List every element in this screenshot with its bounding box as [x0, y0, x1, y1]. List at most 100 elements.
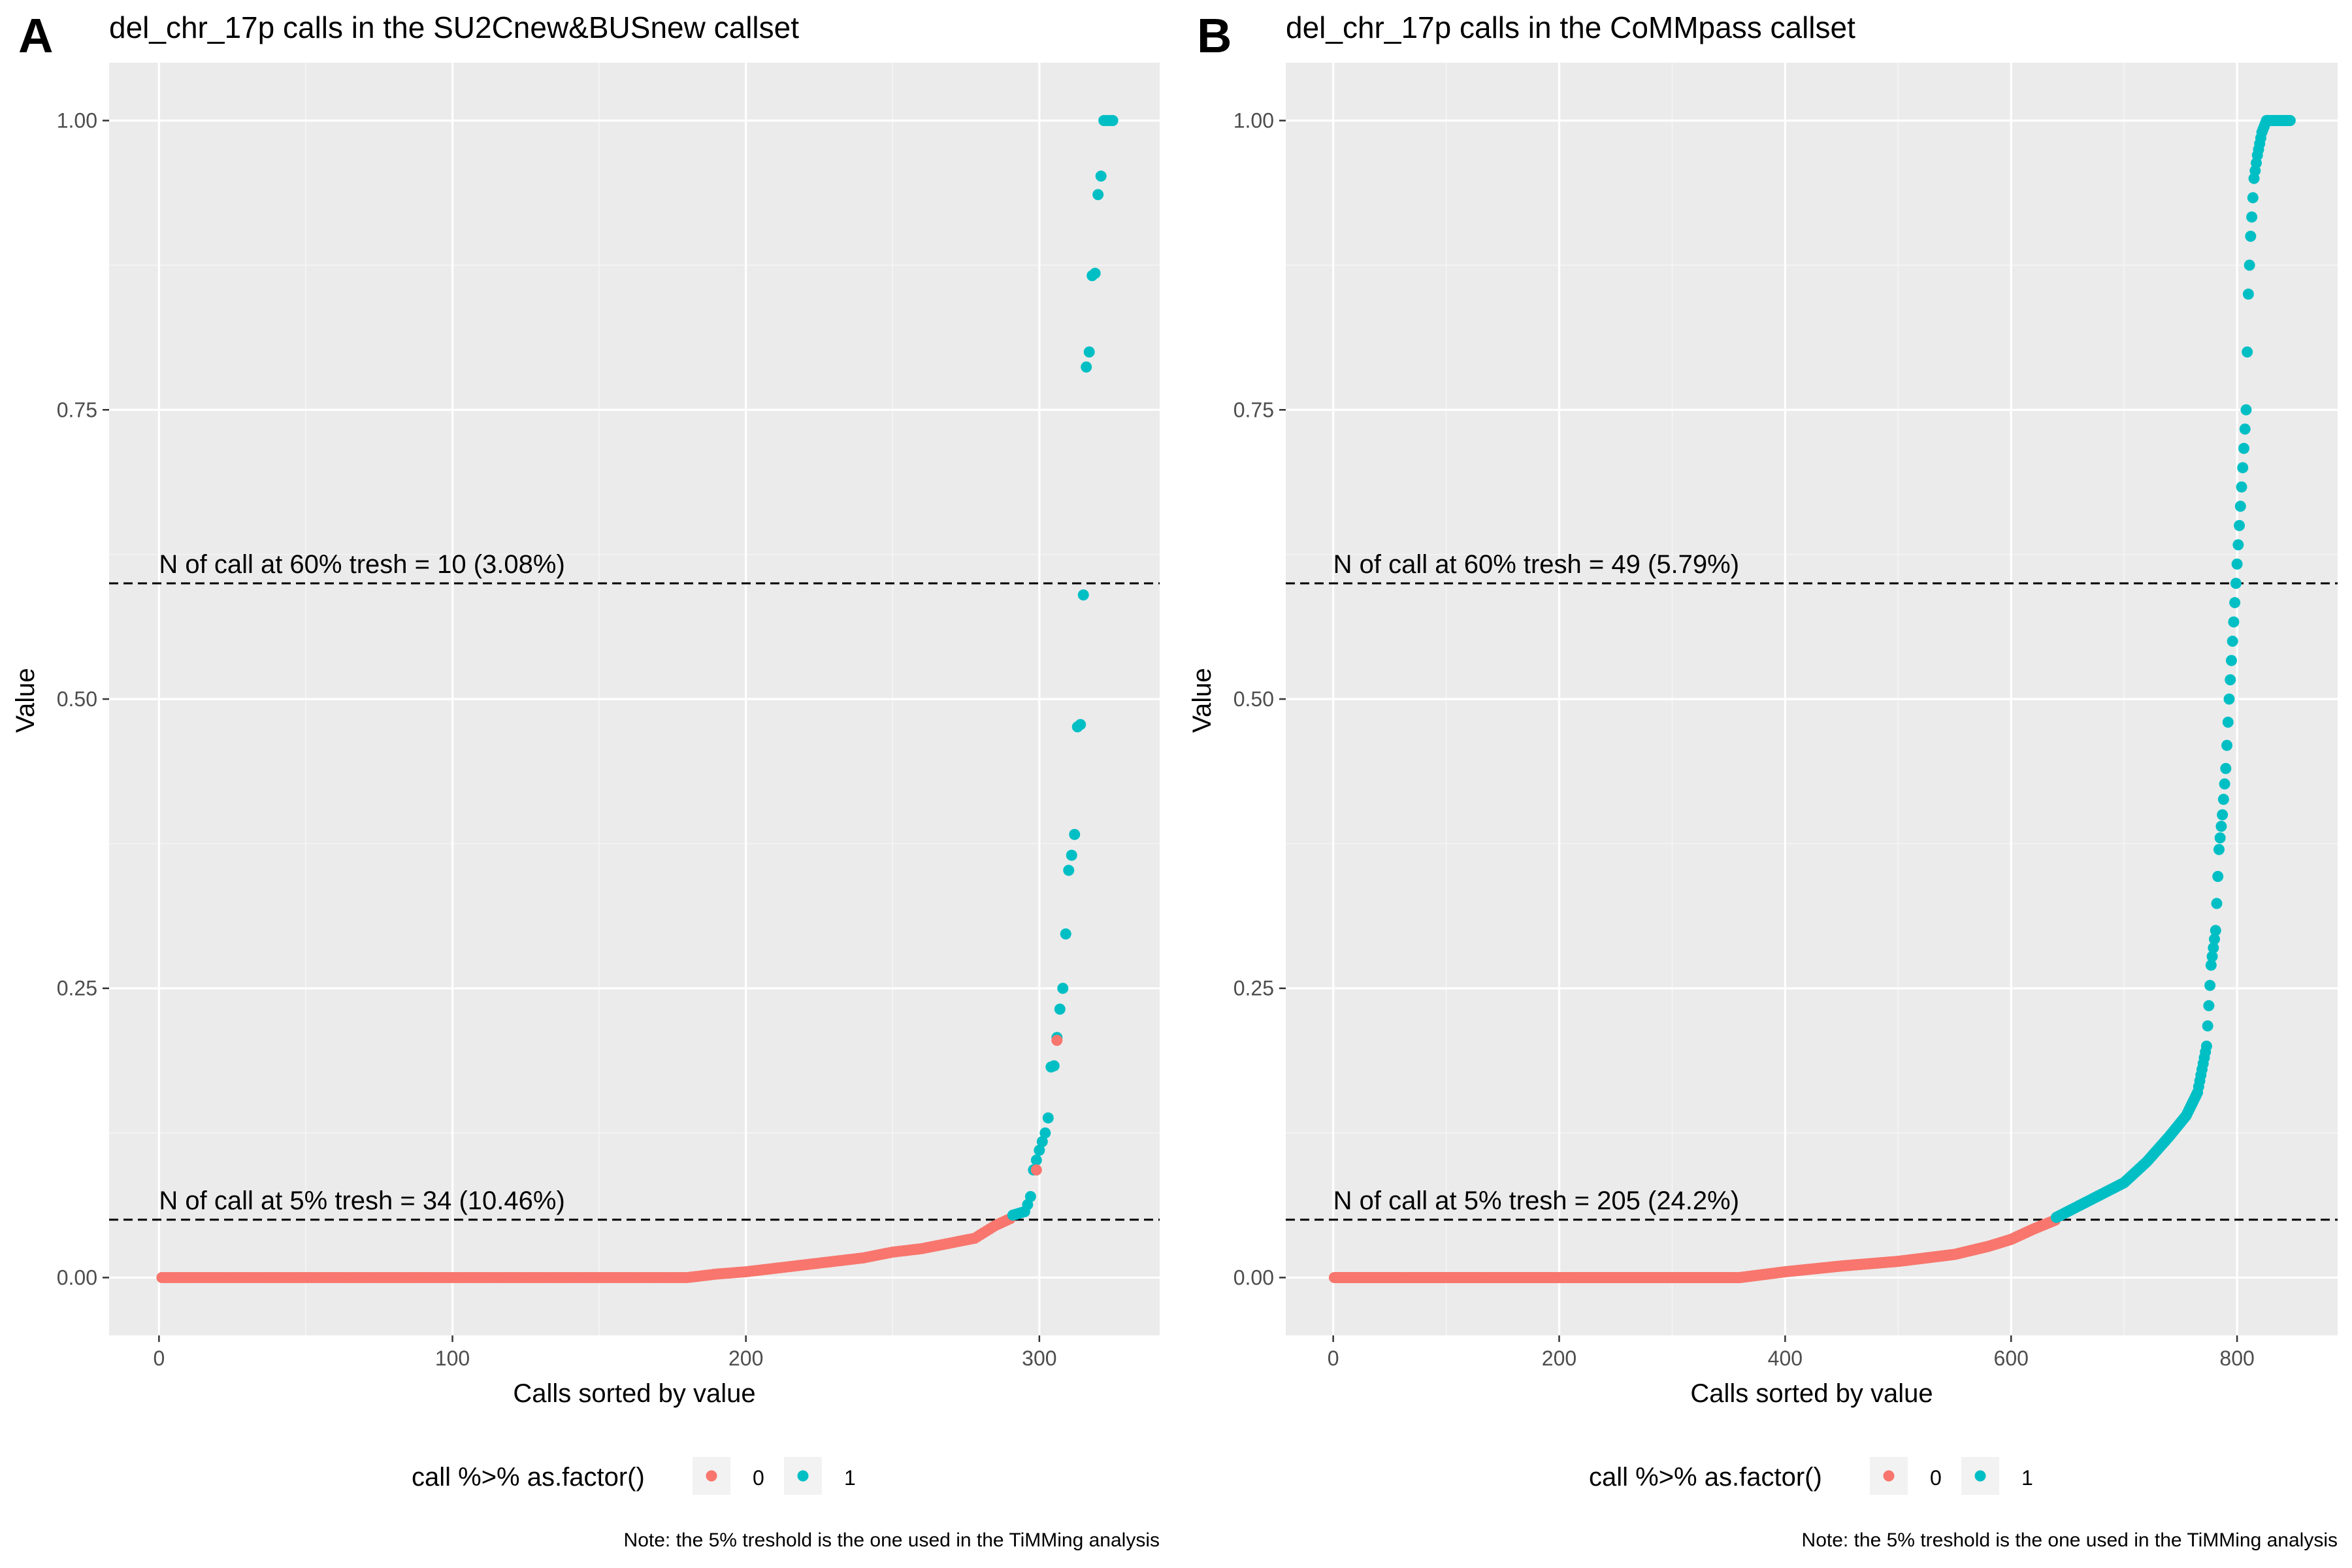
y-tick-label: 0.75 — [1233, 398, 1274, 421]
data-point-1 — [1083, 346, 1095, 358]
data-point-1 — [2215, 821, 2227, 832]
x-ticks-b: 0 200 400 600 800 — [1328, 1335, 2255, 1370]
legend-a: call %>% as.factor() 0 1 — [412, 1457, 856, 1495]
data-point-1 — [1092, 189, 1104, 201]
data-point-1 — [2217, 793, 2229, 805]
data-point-1 — [2238, 442, 2249, 454]
plot-title-a: del_chr_17p calls in the SU2Cnew&BUSnew … — [109, 10, 799, 44]
data-point-1 — [2234, 519, 2246, 531]
data-point-1 — [2244, 259, 2255, 271]
data-point-1 — [1042, 1112, 1054, 1124]
panel-a: A del_chr_17p calls in the SU2Cnew&BUSne… — [11, 8, 1160, 1551]
data-point-1 — [1075, 719, 1086, 730]
y-axis-label-a: Value — [11, 668, 40, 732]
legend-title-a: call %>% as.factor() — [412, 1463, 645, 1492]
data-point-1 — [2232, 539, 2244, 551]
data-point-1 — [2200, 1040, 2212, 1052]
x-tick-label: 800 — [2219, 1347, 2254, 1370]
legend-key-0-b — [1883, 1470, 1895, 1482]
data-point-1 — [2205, 959, 2217, 971]
data-point-1 — [1030, 1154, 1042, 1166]
data-point-1 — [1066, 849, 1077, 861]
y-ticks-a: 0.00 0.25 0.50 0.75 1.00 — [57, 109, 109, 1289]
caption-a: Note: the 5% treshold is the one used in… — [624, 1529, 1160, 1551]
panel-letter-b: B — [1197, 8, 1232, 63]
data-point-1 — [2220, 762, 2232, 774]
legend-label-1-b: 1 — [2021, 1466, 2033, 1490]
x-axis-label-a: Calls sorted by value — [513, 1379, 755, 1408]
data-point-1 — [1034, 1145, 1045, 1156]
legend-key-1-b — [1974, 1470, 1986, 1482]
data-point-0 — [1051, 1034, 1063, 1046]
y-ticks-b: 0.00 0.25 0.50 0.75 1.00 — [1233, 109, 1286, 1289]
threshold-label: N of call at 60% tresh = 49 (5.79%) — [1333, 550, 1739, 579]
x-tick-label: 200 — [1542, 1347, 1576, 1370]
data-point-1 — [2219, 778, 2230, 790]
y-tick-label: 0.50 — [57, 687, 97, 711]
data-point-1 — [2203, 1000, 2215, 1011]
y-tick-label: 0.25 — [57, 977, 97, 1000]
data-point-1 — [2212, 871, 2224, 883]
grid-b — [1286, 63, 2338, 1335]
threshold-label: N of call at 5% tresh = 205 (24.2%) — [1333, 1186, 1739, 1215]
legend-label-0-a: 0 — [753, 1466, 764, 1490]
x-tick-label: 0 — [153, 1347, 165, 1370]
data-point-1 — [1048, 1060, 1060, 1071]
panel-b: B del_chr_17p calls in the CoMMpass call… — [1188, 8, 2338, 1551]
y-axis-label-b: Value — [1188, 668, 1217, 732]
data-point-1 — [2204, 979, 2216, 991]
data-point-1 — [2225, 674, 2236, 685]
data-point-1 — [2209, 933, 2221, 945]
legend-key-0-a — [706, 1470, 717, 1482]
data-point-1 — [2245, 231, 2257, 242]
data-point-1 — [1039, 1127, 1051, 1139]
points-a — [156, 115, 1119, 1283]
data-point-1 — [2247, 192, 2259, 204]
threshold-label: N of call at 60% tresh = 10 (3.08%) — [159, 550, 564, 579]
data-point-1 — [1057, 983, 1069, 994]
data-point-1 — [1077, 589, 1089, 601]
data-point-1 — [2231, 558, 2243, 570]
legend-key-1-a — [797, 1470, 809, 1482]
data-point-1 — [2222, 716, 2234, 728]
threshold-label: N of call at 5% tresh = 34 (10.46%) — [159, 1186, 564, 1215]
data-point-1 — [2217, 809, 2229, 821]
data-point-1 — [2239, 423, 2251, 435]
data-point-1 — [2284, 115, 2296, 127]
data-point-1 — [2234, 500, 2246, 512]
y-tick-label: 0.75 — [57, 398, 97, 421]
data-point-1 — [1060, 928, 1071, 939]
data-point-1 — [1063, 864, 1075, 876]
data-point-1 — [1081, 361, 1092, 373]
y-tick-label: 0.00 — [1233, 1266, 1274, 1289]
caption-b: Note: the 5% treshold is the one used in… — [1802, 1529, 2338, 1551]
legend-label-1-a: 1 — [844, 1466, 856, 1490]
data-point-1 — [1095, 171, 1107, 182]
legend-b: call %>% as.factor() 0 1 — [1589, 1457, 2033, 1495]
data-point-1 — [2236, 481, 2247, 493]
data-point-1 — [1036, 1135, 1048, 1147]
x-tick-label: 0 — [1328, 1347, 1339, 1370]
data-point-1 — [2237, 462, 2249, 474]
data-point-1 — [1089, 267, 1101, 279]
data-point-1 — [2208, 942, 2219, 954]
threshold-lines-b: N of call at 60% tresh = 49 (5.79%) N of … — [1286, 550, 2338, 1221]
x-axis-label-b: Calls sorted by value — [1690, 1379, 1933, 1408]
data-point-1 — [2240, 404, 2252, 416]
data-point-1 — [1024, 1190, 1036, 1202]
x-tick-label: 300 — [1022, 1347, 1056, 1370]
x-tick-label: 200 — [728, 1347, 763, 1370]
data-point-1 — [2230, 578, 2242, 589]
y-tick-label: 0.50 — [1233, 687, 1274, 711]
x-tick-label: 100 — [435, 1347, 470, 1370]
legend-label-0-b: 0 — [1930, 1466, 1942, 1490]
data-point-1 — [1054, 1004, 1066, 1015]
y-tick-label: 1.00 — [1233, 109, 1274, 133]
data-point-1 — [2221, 740, 2233, 751]
data-point-0 — [1030, 1164, 1042, 1176]
data-point-1 — [2227, 635, 2238, 647]
data-point-1 — [2242, 346, 2253, 358]
data-point-1 — [2223, 693, 2235, 705]
data-point-1 — [1107, 115, 1119, 127]
